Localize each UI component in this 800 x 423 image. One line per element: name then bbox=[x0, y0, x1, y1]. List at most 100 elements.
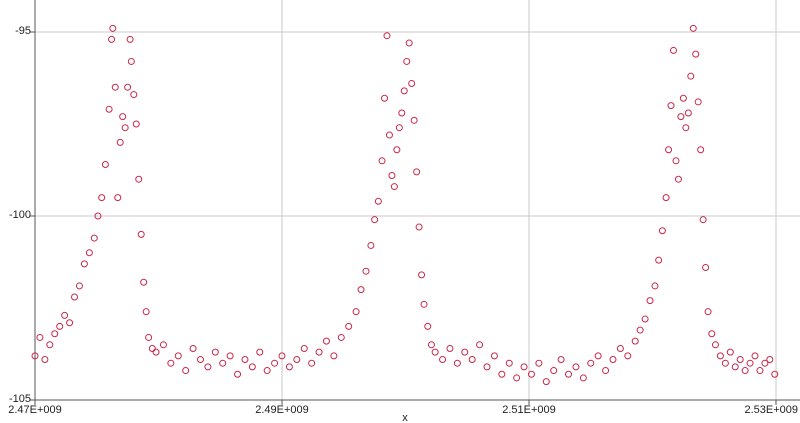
data-point bbox=[315, 348, 323, 356]
data-point bbox=[101, 160, 109, 168]
data-point bbox=[682, 124, 690, 132]
data-point bbox=[108, 35, 116, 43]
data-point bbox=[293, 356, 301, 364]
data-point bbox=[337, 333, 345, 341]
data-point bbox=[587, 359, 595, 367]
data-point bbox=[766, 356, 774, 364]
data-point bbox=[130, 91, 138, 99]
data-point bbox=[520, 363, 528, 371]
data-point bbox=[636, 326, 644, 334]
data-point bbox=[121, 124, 129, 132]
data-point bbox=[36, 333, 44, 341]
data-point bbox=[408, 80, 416, 88]
data-point bbox=[278, 352, 286, 360]
data-point bbox=[330, 352, 338, 360]
data-point bbox=[345, 322, 353, 330]
data-point bbox=[248, 363, 256, 371]
data-point bbox=[263, 367, 271, 375]
data-point bbox=[371, 216, 379, 224]
data-point bbox=[736, 356, 744, 364]
data-point bbox=[658, 227, 666, 235]
data-point bbox=[708, 330, 716, 338]
data-point bbox=[461, 348, 469, 356]
data-point bbox=[403, 57, 411, 65]
data-point bbox=[285, 363, 293, 371]
data-point bbox=[241, 356, 249, 364]
data-point bbox=[665, 146, 673, 154]
data-point bbox=[498, 370, 506, 378]
data-point bbox=[410, 116, 418, 124]
data-point bbox=[716, 352, 724, 360]
data-point bbox=[631, 337, 639, 345]
data-point bbox=[689, 24, 697, 32]
data-point bbox=[357, 286, 365, 294]
data-point bbox=[669, 46, 677, 54]
data-point bbox=[393, 146, 401, 154]
y-tick-label: -105 bbox=[9, 393, 31, 405]
data-point bbox=[616, 344, 624, 352]
data-point bbox=[85, 249, 93, 257]
data-point bbox=[167, 359, 175, 367]
data-point bbox=[75, 282, 83, 290]
data-point bbox=[142, 308, 150, 316]
data-point bbox=[535, 359, 543, 367]
data-point bbox=[367, 241, 375, 249]
data-point bbox=[385, 131, 393, 139]
data-point bbox=[211, 348, 219, 356]
data-point bbox=[413, 168, 421, 176]
data-point bbox=[418, 271, 426, 279]
data-point bbox=[746, 359, 754, 367]
data-point bbox=[726, 348, 734, 356]
x-tick-label: 2.49E+009 bbox=[255, 404, 309, 416]
data-point bbox=[655, 256, 663, 264]
data-point bbox=[565, 370, 573, 378]
data-point bbox=[378, 157, 386, 165]
data-point bbox=[126, 35, 134, 43]
data-point bbox=[513, 374, 521, 382]
data-point bbox=[550, 367, 558, 375]
data-point bbox=[542, 378, 550, 386]
data-point bbox=[679, 94, 687, 102]
data-point bbox=[46, 341, 54, 349]
data-point bbox=[694, 98, 702, 106]
x-tick-label: 2.53E+009 bbox=[744, 404, 798, 416]
data-point bbox=[148, 344, 156, 352]
data-point bbox=[687, 72, 695, 80]
data-point bbox=[114, 194, 122, 202]
data-point bbox=[672, 157, 680, 165]
data-point bbox=[405, 39, 413, 47]
data-point bbox=[61, 311, 69, 319]
data-point bbox=[189, 344, 197, 352]
data-point bbox=[594, 352, 602, 360]
y-tick-label: -95 bbox=[15, 25, 31, 37]
data-point bbox=[702, 264, 710, 272]
data-point bbox=[90, 234, 98, 242]
data-point bbox=[135, 175, 143, 183]
data-point bbox=[271, 359, 279, 367]
data-point bbox=[105, 105, 113, 113]
data-point bbox=[684, 109, 692, 117]
data-point bbox=[98, 194, 106, 202]
data-point bbox=[137, 230, 145, 238]
data-point bbox=[431, 348, 439, 356]
data-point bbox=[721, 359, 729, 367]
data-point bbox=[453, 359, 461, 367]
data-point bbox=[415, 223, 423, 231]
data-point bbox=[51, 330, 59, 338]
data-point bbox=[395, 124, 403, 132]
data-point bbox=[383, 32, 391, 40]
data-point bbox=[390, 183, 398, 191]
data-point bbox=[374, 197, 382, 205]
data-point bbox=[751, 352, 759, 360]
data-point bbox=[388, 172, 396, 180]
data-point bbox=[711, 341, 719, 349]
data-point bbox=[662, 194, 670, 202]
data-point bbox=[476, 341, 484, 349]
data-point bbox=[300, 344, 308, 352]
data-point bbox=[94, 212, 102, 220]
data-point bbox=[352, 308, 360, 316]
data-point bbox=[439, 356, 447, 364]
data-point bbox=[174, 352, 182, 360]
